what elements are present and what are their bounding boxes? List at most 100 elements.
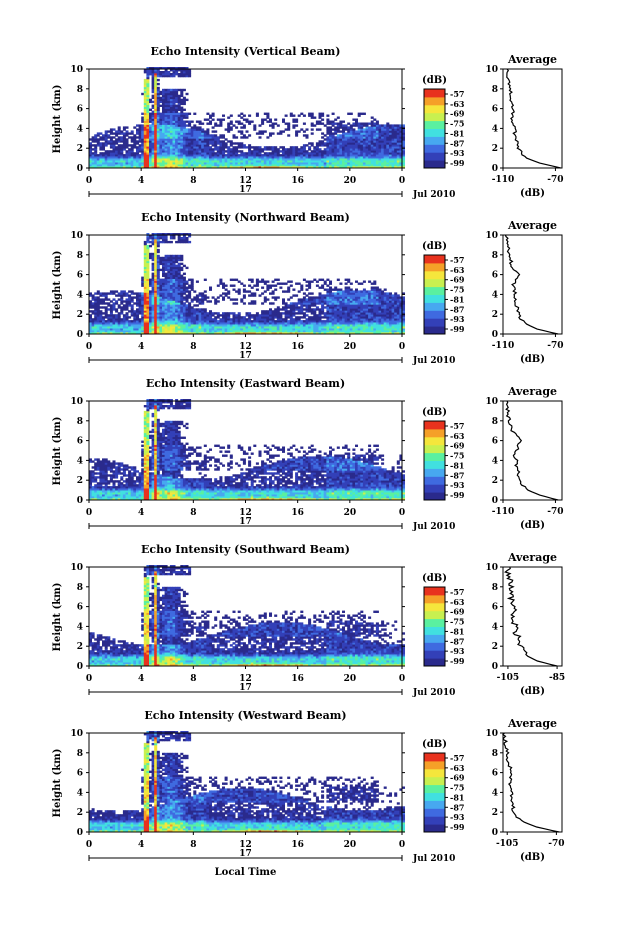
heat-cell [133, 164, 137, 167]
heat-cell [219, 278, 223, 281]
heat-cell [271, 284, 275, 287]
heat-cell [169, 166, 173, 169]
heat-cell [102, 312, 106, 315]
heat-cell [107, 150, 111, 153]
heat-cell [96, 162, 100, 165]
heat-cell [216, 146, 220, 149]
heat-cell [109, 146, 113, 149]
heat-cell [289, 280, 293, 283]
heat-cell [310, 156, 314, 159]
heat-cell [305, 152, 309, 155]
heat-cell [245, 318, 249, 321]
heat-cell [310, 132, 314, 135]
heat-cell [102, 136, 106, 139]
heat-cell [164, 88, 168, 92]
heat-cell [193, 162, 197, 165]
heat-cell [154, 158, 158, 161]
heat-cell [159, 268, 163, 272]
heat-cell [276, 154, 280, 157]
heat-cell [99, 160, 103, 163]
heat-cell [321, 132, 325, 135]
heat-cell [336, 158, 340, 161]
heat-cell [321, 142, 325, 145]
heat-cell [269, 134, 273, 137]
heat-cell [318, 292, 322, 295]
heat-cell [159, 148, 163, 151]
heat-cell [271, 132, 275, 135]
y-tick-label: 4 [77, 124, 83, 134]
heat-cell [336, 148, 340, 151]
heat-cell [269, 120, 273, 123]
heat-cell [141, 116, 145, 119]
heat-cell [96, 156, 100, 159]
heat-cell [274, 154, 278, 157]
heat-cell [180, 154, 184, 157]
heat-cell [180, 67, 184, 70]
heat-cell [198, 158, 202, 161]
heat-cell [336, 154, 340, 157]
heat-cell [99, 166, 103, 169]
heat-cell [214, 136, 218, 139]
heat-cell [334, 142, 338, 145]
heat-cell [164, 126, 168, 129]
heat-cell [175, 116, 179, 119]
heat-cell [261, 156, 265, 159]
heat-cell [112, 144, 116, 147]
heat-cell [154, 71, 158, 74]
heat-cell [154, 124, 158, 127]
heat-cell [224, 150, 228, 153]
heat-cell [227, 296, 231, 299]
heat-cell [289, 152, 293, 155]
heat-cell [177, 100, 181, 104]
heat-cell [310, 116, 314, 119]
heat-cell [164, 122, 168, 125]
heat-cell [203, 136, 207, 139]
heat-cell [248, 166, 252, 169]
heat-cell [313, 150, 317, 153]
heat-cell [182, 74, 186, 78]
heat-cell [242, 144, 246, 147]
heat-cell [269, 124, 273, 127]
heat-cell [297, 298, 301, 301]
heat-cell [185, 132, 189, 135]
heat-cell [229, 166, 233, 169]
heat-cell [149, 160, 153, 163]
heat-cell [245, 164, 249, 167]
heat-cell [321, 320, 325, 323]
heat-cell [180, 266, 184, 270]
heat-cell [91, 318, 95, 321]
heat-cell [133, 146, 137, 149]
colorbar-swatch [424, 136, 445, 145]
heat-cell [128, 310, 132, 313]
heat-cell [175, 142, 179, 145]
heat-cell [156, 116, 160, 119]
heat-cell [334, 136, 338, 139]
heat-cell [185, 74, 189, 78]
heat-cell [219, 150, 223, 153]
heat-cell [308, 316, 312, 319]
heat-cell [313, 116, 317, 119]
heat-cell [336, 122, 340, 125]
heat-cell [271, 164, 275, 167]
heat-cell [188, 152, 192, 155]
heat-cell [169, 122, 173, 125]
heat-cell [154, 98, 158, 102]
heat-cell [149, 166, 153, 169]
heat-cell [295, 164, 299, 167]
heat-cell [172, 124, 176, 127]
heat-cell [334, 130, 338, 133]
heat-cell [193, 126, 197, 129]
heat-cell [169, 106, 173, 109]
heat-cell [112, 146, 116, 149]
heat-cell [235, 166, 239, 169]
heat-cell [206, 138, 210, 141]
heat-cell [169, 152, 173, 155]
heat-cell [284, 152, 288, 155]
heat-cell [355, 118, 359, 121]
heat-cell [289, 160, 293, 163]
heat-cell [323, 138, 327, 141]
heat-cell [172, 140, 176, 143]
heat-cell [138, 292, 142, 295]
heat-cell [136, 292, 140, 295]
heat-cell [156, 154, 160, 157]
